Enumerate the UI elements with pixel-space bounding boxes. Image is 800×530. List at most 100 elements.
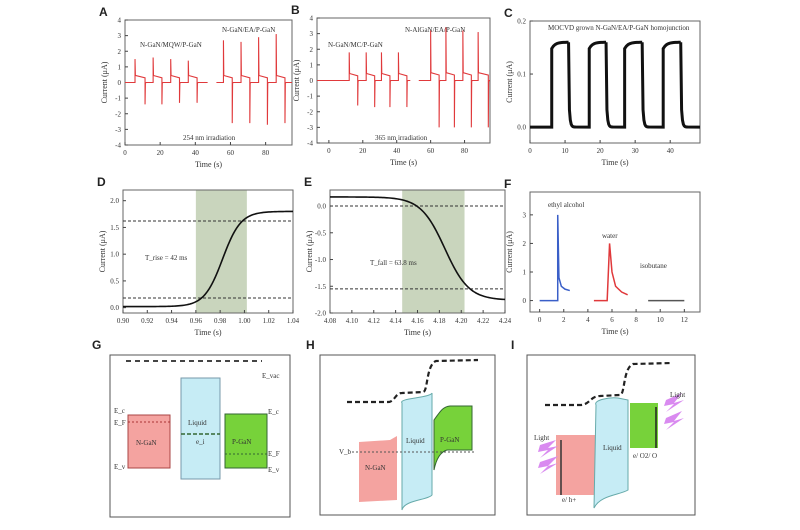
- p-gan-region: [433, 405, 473, 471]
- x-tick-label: 8: [634, 316, 638, 324]
- y-tick-label: -3: [115, 126, 121, 134]
- panel-label: F: [504, 177, 511, 191]
- y-tick-label: 3: [310, 30, 314, 38]
- annotation: N-GaN/MQW/P-GaN: [140, 41, 202, 49]
- light-label-right: Light: [670, 391, 685, 399]
- x-tick-label: 4.08: [324, 317, 337, 325]
- p-gan-region: [630, 403, 658, 448]
- y-tick-label: 0: [523, 297, 527, 305]
- pulse-trace: [125, 57, 208, 105]
- panel-g-band-diagram: G E_vac N-GaN E_c E_F E_v Liquid e_i P-G…: [92, 338, 291, 518]
- chart-panel-b: B 0 20 40 60 80 -4 -3 -2 -1 0 1 2 3 4 Time (s) Current (…: [291, 3, 491, 167]
- y-tick-label: 0.0: [517, 124, 526, 132]
- x-axis-label: Time (s): [404, 328, 431, 337]
- series-label: ethyl alcohol: [548, 201, 584, 209]
- chart-panel-e: E 4.08 4.10 4.12 4.14 4.16 4.18 4.20 4.22 4.24 0.0…: [304, 175, 512, 337]
- chart-panel-d: D 0.90 0.92 0.94 0.96 0.98 1.00 1.02 1.04 0.0 0.5 1…: [97, 175, 300, 337]
- ec-right-label: E_c: [268, 408, 279, 416]
- x-tick-label: 4.20: [455, 317, 468, 325]
- y-tick-label: 1.0: [110, 251, 119, 259]
- chart-panel-c: C 0 10 20 30 40 0.0 0.1 0.2 Time (s) Current (μA) M…: [504, 6, 701, 167]
- x-tick-label: 4.22: [477, 317, 490, 325]
- y-tick-label: 1: [118, 63, 122, 71]
- x-axis-label: Time (s): [390, 158, 417, 167]
- response-curve: [329, 196, 506, 301]
- light-label-left: Light: [534, 434, 549, 442]
- y-tick-label: -4: [307, 140, 313, 148]
- vacuum-level-line: [347, 358, 479, 404]
- ec-left-label: E_c: [114, 407, 125, 415]
- x-tick-label: 0.90: [117, 317, 130, 325]
- y-tick-label: -0.5: [315, 229, 327, 237]
- y-tick-label: 4: [118, 17, 122, 25]
- n-gan-label: N-GaN: [136, 439, 157, 447]
- y-tick-label: 1: [310, 61, 314, 69]
- annotation: N-GaN/MC/P-GaN: [328, 41, 383, 49]
- x-tick-label: 4.16: [411, 317, 424, 325]
- x-axis-label: Time (s): [194, 328, 221, 337]
- y-tick-label: -4: [115, 142, 121, 150]
- x-tick-label: 2: [562, 316, 566, 324]
- annotation: N-GaN/EA/P-GaN: [222, 26, 275, 34]
- square-wave-trace: [530, 40, 701, 129]
- ef-left-label: E_F: [114, 419, 126, 427]
- x-tick-label: 0.98: [214, 317, 227, 325]
- y-tick-label: -2.0: [315, 310, 327, 318]
- x-tick-label: 60: [427, 147, 435, 155]
- y-axis-label: Current (μA): [98, 230, 107, 272]
- x-tick-label: 10: [657, 316, 665, 324]
- panel-label: C: [504, 6, 513, 20]
- y-tick-label: -1.5: [315, 283, 327, 291]
- annotation: N-AlGaN/EA/P-GaN: [405, 26, 465, 34]
- chart-panel-a: A 0 20 40 60 80 -4 -3 -2 -1 0 1 2 3 4 Time (s) Current (…: [99, 5, 293, 169]
- x-tick-label: 0.94: [165, 317, 178, 325]
- v-label: V_b: [339, 448, 352, 456]
- panel-label: B: [291, 3, 300, 17]
- plot-frame: [529, 20, 701, 144]
- y-tick-label: 0.1: [517, 71, 526, 79]
- x-tick-label: 30: [632, 147, 640, 155]
- x-axis-label: Time (s): [195, 160, 222, 169]
- carrier-label-left: e/ h+: [562, 496, 576, 504]
- y-tick-label: -1: [115, 95, 121, 103]
- x-tick-label: 4.12: [368, 317, 381, 325]
- x-tick-label: 1.02: [263, 317, 276, 325]
- p-gan-label: P-GaN: [440, 436, 459, 444]
- plot-frame: [529, 191, 701, 313]
- y-tick-label: 0: [310, 77, 314, 85]
- series-line-water: [593, 243, 628, 302]
- series-line-ethyl-alcohol: [539, 214, 571, 302]
- vacuum-level-line: [545, 361, 673, 407]
- n-gan-region: [556, 435, 596, 495]
- y-tick-label: 0.0: [110, 304, 119, 312]
- panel-label: I: [511, 338, 514, 352]
- x-tick-label: 20: [597, 147, 605, 155]
- y-axis-label: Current (μA): [100, 61, 109, 103]
- y-tick-label: 0.2: [517, 18, 526, 26]
- ef-right-label: E_F: [268, 450, 280, 458]
- shaded-interval: [402, 190, 465, 313]
- x-tick-label: 20: [359, 147, 367, 155]
- panel-h-band-diagram: H V_b N-GaN Liquid P-GaN: [306, 338, 496, 516]
- y-axis-label: Current (μA): [505, 61, 514, 103]
- y-tick-label: 0: [118, 79, 122, 87]
- y-tick-label: 1: [523, 269, 527, 277]
- pulse-trace: [317, 52, 411, 108]
- y-axis-label: Current (μA): [292, 59, 301, 101]
- x-tick-label: 4: [586, 316, 590, 324]
- panel-label: E: [304, 175, 312, 189]
- x-tick-label: 40: [393, 147, 401, 155]
- p-gan-block: [224, 413, 268, 469]
- x-tick-label: 4.18: [433, 317, 446, 325]
- y-tick-label: 3: [523, 211, 527, 219]
- n-gan-block: [127, 414, 171, 469]
- x-tick-label: 1.00: [238, 317, 251, 325]
- e-vac-label: E_vac: [262, 372, 280, 380]
- n-gan-label: N-GaN: [365, 464, 386, 472]
- carrier-label-right: e/ O2/ O: [633, 452, 657, 460]
- x-axis-label: Time (s): [601, 158, 628, 167]
- x-tick-label: 0: [123, 149, 127, 157]
- pulse-trace: [216, 34, 292, 125]
